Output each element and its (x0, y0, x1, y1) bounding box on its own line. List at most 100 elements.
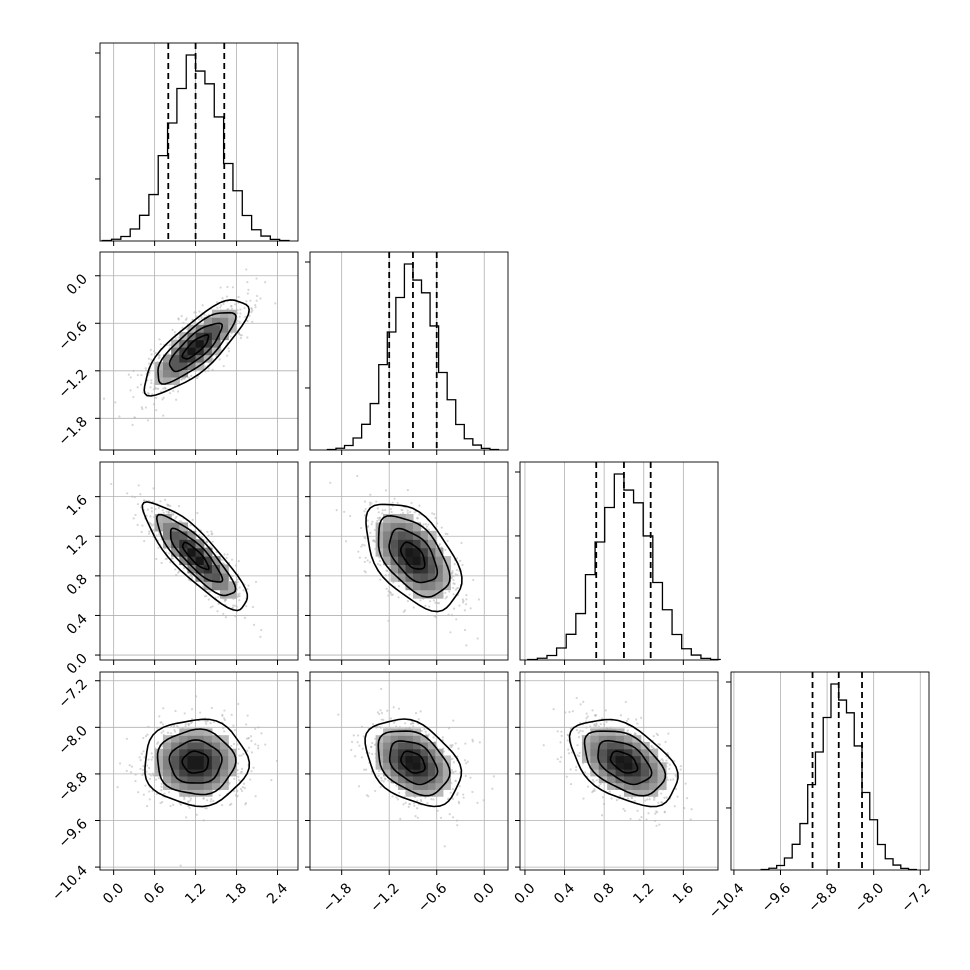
density-cell (615, 769, 625, 777)
scatter-point (208, 591, 211, 594)
contour-line (597, 739, 653, 786)
density-cell (179, 769, 189, 777)
scatter-point (238, 595, 241, 598)
scatter-point (571, 710, 574, 713)
density-cell (211, 741, 221, 750)
density-cell (162, 361, 172, 371)
histogram-frame (99, 42, 299, 242)
density-cell (649, 748, 659, 757)
scatter-point (205, 540, 209, 543)
y-tick-label: −7.2 (55, 676, 90, 711)
scatter-point (579, 729, 582, 733)
density-cell (203, 789, 213, 797)
scatter-point (576, 744, 579, 747)
scatter-point (356, 741, 359, 744)
scatter-point (578, 755, 581, 758)
scatter-point (379, 709, 382, 712)
contour-line (169, 527, 224, 583)
scatter-point (148, 777, 152, 780)
scatter-point (140, 752, 143, 755)
scatter-point (424, 523, 427, 526)
x-tick-label: 0.6 (141, 880, 168, 907)
scatter-point (178, 520, 181, 523)
scatter-point (443, 845, 446, 848)
density-cell (623, 735, 633, 743)
scatter-point (593, 723, 596, 726)
scatter-point (224, 616, 228, 619)
scatter-point (449, 631, 452, 634)
histogram-frame (730, 671, 930, 871)
density-cell (171, 369, 180, 378)
scatter-point (623, 809, 627, 812)
scatter-point (160, 785, 163, 788)
density-cell (154, 755, 164, 763)
scatter-point (424, 604, 427, 607)
scatter-point (456, 573, 459, 577)
scatter-point (110, 482, 113, 486)
density-cell (623, 782, 633, 790)
scatter-point (148, 530, 151, 533)
density-cell (195, 782, 205, 790)
scatter-point (189, 799, 192, 802)
contour-line (181, 541, 210, 571)
scatter-point (275, 759, 279, 762)
scatter-point (436, 601, 439, 605)
density-cell (195, 775, 205, 784)
scatter-point (155, 557, 158, 561)
scatter-point (406, 489, 409, 492)
contour-line (157, 311, 237, 385)
scatter-point (434, 516, 437, 520)
scatter-frame (519, 671, 719, 871)
scatter-point (564, 711, 567, 714)
scatter-point (212, 720, 216, 724)
scatter-point (215, 301, 219, 304)
scatter-point (382, 718, 385, 721)
scatter-point (246, 587, 249, 591)
x-tick-label: 0.4 (551, 880, 578, 907)
density-cell (398, 572, 407, 582)
scatter-point (187, 800, 190, 803)
density-cell (420, 748, 429, 757)
scatter-frame (99, 671, 299, 871)
scatter-point (472, 578, 475, 582)
scatter-point (418, 504, 421, 507)
scatter-point (191, 575, 194, 578)
scatter-point (627, 717, 630, 721)
scatter-point (161, 509, 164, 512)
density-cell (590, 748, 600, 757)
density-cell (623, 775, 633, 784)
scatter-point (254, 743, 257, 746)
scatter-point (592, 789, 595, 792)
scatter-point (220, 804, 224, 807)
scatter-point (225, 295, 229, 298)
scatter-point (173, 331, 176, 334)
scatter-point (145, 369, 148, 372)
density-cell (398, 735, 407, 743)
scatter-point (133, 416, 136, 419)
scatter-frame (99, 251, 299, 451)
scatter-point (129, 389, 132, 392)
scatter-point (647, 812, 650, 815)
density-cell (187, 564, 197, 574)
density-cell (607, 762, 617, 770)
density-cell (220, 775, 229, 784)
scatter-point (148, 790, 151, 793)
density-cell (187, 539, 197, 549)
scatter-point (403, 609, 407, 612)
scatter-point (458, 604, 461, 607)
scatter-point (102, 397, 106, 400)
scatter-point (635, 718, 638, 721)
scatter-point (154, 396, 158, 400)
scatter-point (142, 391, 145, 394)
scatter-point (160, 561, 163, 565)
scatter-point (230, 558, 234, 561)
scatter-point (552, 708, 555, 711)
scatter-point (158, 356, 161, 359)
density-cell (607, 741, 617, 750)
scatter-point (364, 556, 367, 559)
scatter-point (246, 749, 249, 752)
scatter-point (188, 806, 191, 809)
scatter-point (679, 765, 682, 768)
scatter-point (441, 736, 444, 739)
scatter-point (232, 724, 235, 727)
